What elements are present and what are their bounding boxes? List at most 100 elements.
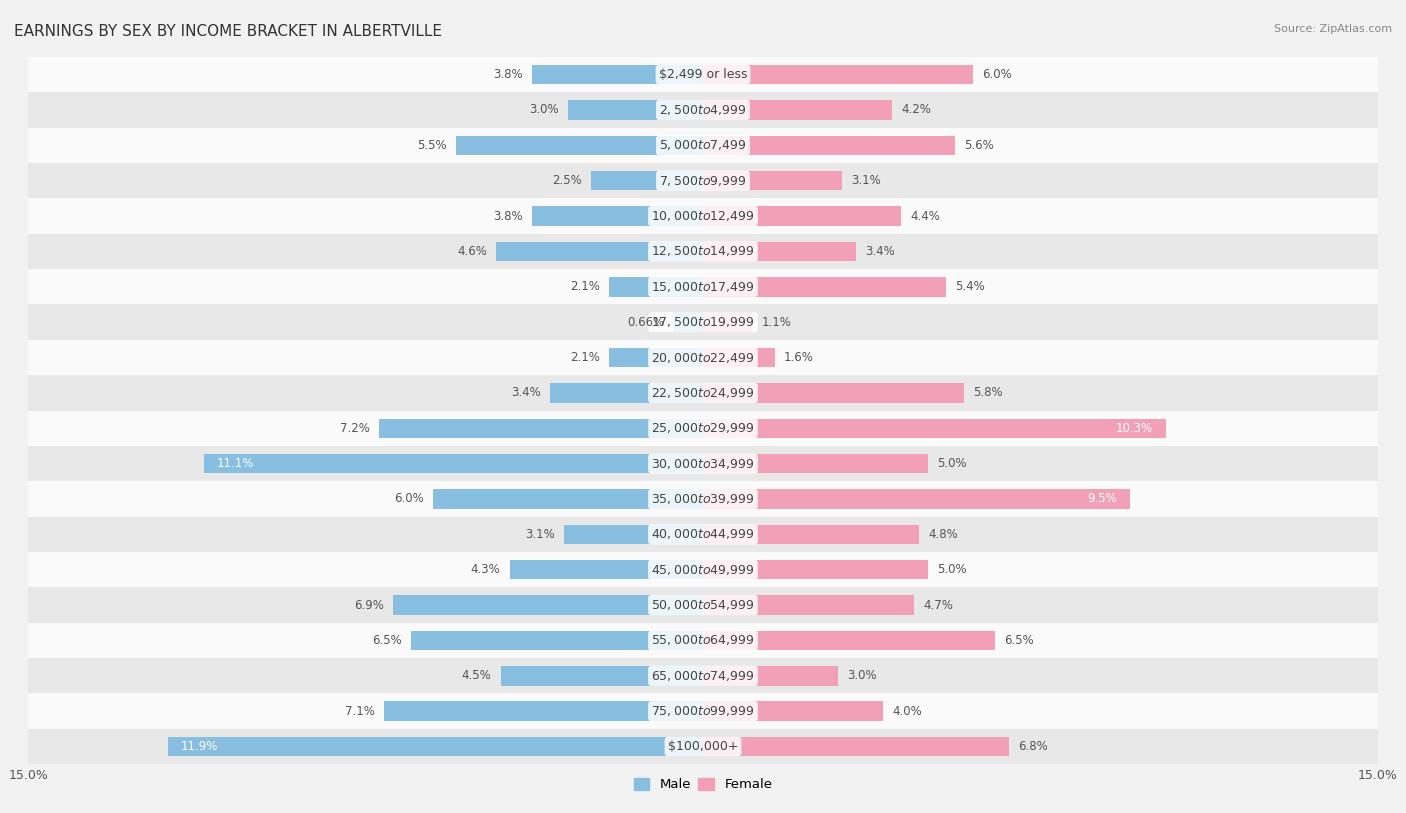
Bar	[28, 376, 1378, 411]
Bar	[28, 552, 1378, 587]
Bar	[28, 92, 1378, 128]
Text: 6.0%: 6.0%	[981, 68, 1012, 81]
Text: $100,000+: $100,000+	[668, 740, 738, 753]
Text: $17,500 to $19,999: $17,500 to $19,999	[651, 315, 755, 329]
Text: $75,000 to $99,999: $75,000 to $99,999	[651, 704, 755, 718]
Text: 5.4%: 5.4%	[955, 280, 984, 293]
Bar	[28, 729, 1378, 764]
Text: $22,500 to $24,999: $22,500 to $24,999	[651, 386, 755, 400]
Bar	[28, 693, 1378, 729]
Text: 3.1%: 3.1%	[524, 528, 554, 541]
Bar	[28, 623, 1378, 659]
Text: 4.7%: 4.7%	[924, 598, 953, 611]
Text: 3.1%: 3.1%	[852, 174, 882, 187]
Bar	[384, 702, 703, 721]
Text: 5.0%: 5.0%	[936, 457, 966, 470]
Bar	[703, 419, 1167, 438]
Text: 7.2%: 7.2%	[340, 422, 370, 435]
Bar	[703, 312, 752, 332]
Bar	[703, 136, 955, 155]
Text: 11.1%: 11.1%	[217, 457, 254, 470]
Bar	[703, 241, 856, 261]
Text: 7.1%: 7.1%	[344, 705, 374, 718]
Bar	[703, 489, 1130, 509]
Bar	[28, 340, 1378, 375]
Bar	[703, 65, 973, 85]
Bar	[568, 100, 703, 120]
Text: 2.5%: 2.5%	[551, 174, 582, 187]
Text: 4.8%: 4.8%	[928, 528, 957, 541]
Text: 3.0%: 3.0%	[530, 103, 560, 116]
Bar	[703, 702, 883, 721]
Bar	[28, 163, 1378, 198]
Bar	[411, 631, 703, 650]
Bar	[703, 560, 928, 580]
Bar	[28, 659, 1378, 693]
Bar	[392, 595, 703, 615]
Bar	[433, 489, 703, 509]
Bar	[703, 737, 1010, 756]
Text: 2.1%: 2.1%	[569, 351, 599, 364]
Text: 4.4%: 4.4%	[910, 210, 939, 223]
Bar	[703, 171, 842, 190]
Bar	[703, 524, 920, 544]
Text: $20,000 to $22,499: $20,000 to $22,499	[651, 350, 755, 364]
Bar	[703, 100, 891, 120]
Bar	[28, 57, 1378, 92]
Text: 3.4%: 3.4%	[865, 245, 894, 258]
Bar	[28, 198, 1378, 234]
Bar	[609, 348, 703, 367]
Text: 1.1%: 1.1%	[762, 315, 792, 328]
Bar	[28, 233, 1378, 269]
Text: $55,000 to $64,999: $55,000 to $64,999	[651, 633, 755, 647]
Text: 11.9%: 11.9%	[181, 740, 218, 753]
Text: 6.5%: 6.5%	[1004, 634, 1035, 647]
Text: $2,499 or less: $2,499 or less	[659, 68, 747, 81]
Bar	[703, 595, 914, 615]
Text: $10,000 to $12,499: $10,000 to $12,499	[651, 209, 755, 223]
Text: 4.2%: 4.2%	[901, 103, 931, 116]
Text: $30,000 to $34,999: $30,000 to $34,999	[651, 457, 755, 471]
Text: 6.9%: 6.9%	[354, 598, 384, 611]
Text: $12,500 to $14,999: $12,500 to $14,999	[651, 245, 755, 259]
Bar	[496, 241, 703, 261]
Bar	[703, 454, 928, 473]
Bar	[28, 481, 1378, 517]
Text: 5.0%: 5.0%	[936, 563, 966, 576]
Bar	[703, 666, 838, 685]
Text: 5.8%: 5.8%	[973, 386, 1002, 399]
Text: 6.0%: 6.0%	[394, 493, 425, 506]
Text: 3.4%: 3.4%	[512, 386, 541, 399]
Legend: Male, Female: Male, Female	[628, 772, 778, 797]
Text: $35,000 to $39,999: $35,000 to $39,999	[651, 492, 755, 506]
Bar	[167, 737, 703, 756]
Bar	[703, 207, 901, 226]
Bar	[703, 277, 946, 297]
Bar	[531, 65, 703, 85]
Text: 4.3%: 4.3%	[471, 563, 501, 576]
Text: 4.0%: 4.0%	[891, 705, 922, 718]
Bar	[456, 136, 703, 155]
Bar	[204, 454, 703, 473]
Bar	[501, 666, 703, 685]
Bar	[703, 631, 995, 650]
Text: 0.66%: 0.66%	[627, 315, 664, 328]
Text: $5,000 to $7,499: $5,000 to $7,499	[659, 138, 747, 152]
Text: 3.0%: 3.0%	[846, 669, 876, 682]
Text: 9.5%: 9.5%	[1087, 493, 1116, 506]
Bar	[673, 312, 703, 332]
Text: 10.3%: 10.3%	[1116, 422, 1153, 435]
Bar	[703, 383, 965, 402]
Bar	[564, 524, 703, 544]
Text: $25,000 to $29,999: $25,000 to $29,999	[651, 421, 755, 435]
Text: 2.1%: 2.1%	[569, 280, 599, 293]
Text: EARNINGS BY SEX BY INCOME BRACKET IN ALBERTVILLE: EARNINGS BY SEX BY INCOME BRACKET IN ALB…	[14, 24, 441, 39]
Bar	[509, 560, 703, 580]
Bar	[28, 269, 1378, 304]
Bar	[28, 128, 1378, 163]
Bar	[703, 348, 775, 367]
Text: 6.8%: 6.8%	[1018, 740, 1047, 753]
Text: $2,500 to $4,999: $2,500 to $4,999	[659, 103, 747, 117]
Text: $40,000 to $44,999: $40,000 to $44,999	[651, 528, 755, 541]
Bar	[28, 517, 1378, 552]
